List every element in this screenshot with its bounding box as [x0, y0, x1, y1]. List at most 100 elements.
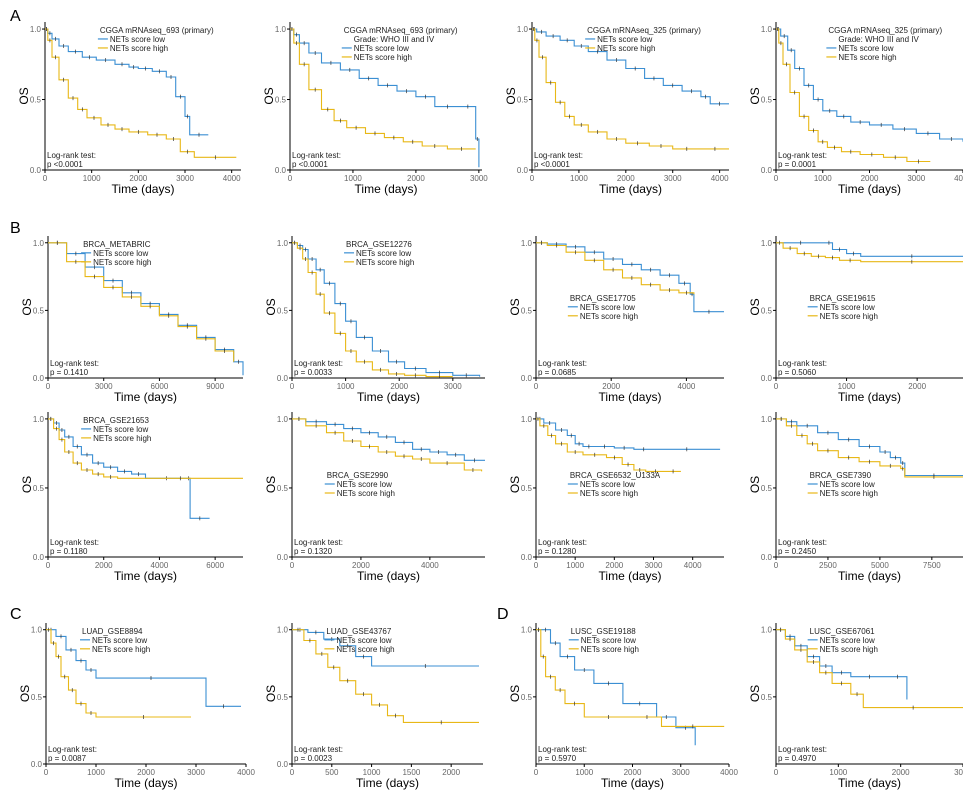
plot-7-x-tick-label: 2000 — [602, 382, 620, 391]
plot-1-pvalue-label: p <0.0001 — [47, 160, 83, 169]
plot-11-legend-label-high: NETs score high — [580, 489, 638, 498]
plot-13-logrank-label: Log-rank test: — [48, 745, 97, 754]
plot-6-y-tick-label: 0.0 — [277, 374, 289, 383]
plot-6-legend-label-low: NETs score low — [356, 249, 411, 258]
plot-11-x-axis-title: Time (days) — [599, 569, 662, 583]
plot-10-y-tick-label: 0.5 — [277, 484, 289, 493]
plot-13-legend-label-high: NETs score high — [92, 645, 150, 654]
plot-16-x-tick-label: 3000 — [954, 768, 963, 777]
plot-11-y-tick-label: 1.0 — [521, 415, 533, 424]
plot-6-pvalue-label: p = 0.0033 — [294, 368, 333, 377]
plot-7-y-axis-title: OS — [508, 298, 522, 315]
plot-6-x-tick-label: 0 — [290, 382, 295, 391]
plot-16-x-tick-label: 2000 — [892, 768, 910, 777]
plot-4-y-tick-label: 0.5 — [761, 96, 773, 105]
panel-label-a: A — [10, 8, 21, 25]
plot-15-y-tick-label: 0.5 — [521, 693, 533, 702]
plot-14-x-tick-label: 2000 — [442, 768, 460, 777]
plot-5-chart-title: BRCA_METABRIC — [83, 240, 151, 249]
plot-7-legend-label-low: NETs score low — [580, 303, 635, 312]
plot-13-x-tick-label: 4000 — [237, 768, 255, 777]
plot-14-chart-title: LUAD_GSE43767 — [326, 627, 391, 636]
plot-14-logrank-label: Log-rank test: — [294, 745, 343, 754]
plot-15-x-tick-label: 2000 — [624, 768, 642, 777]
plot-15-legend-label-low: NETs score low — [581, 636, 636, 645]
plot-13-x-tick-label: 2000 — [137, 768, 155, 777]
plot-11-y-axis-title: OS — [508, 476, 522, 493]
plot-10-y-tick-label: 1.0 — [277, 415, 289, 424]
plot-16-legend-label-low: NETs score low — [820, 636, 875, 645]
plot-9-x-tick-label: 6000 — [206, 561, 224, 570]
plot-3-series-high-line — [532, 28, 729, 150]
plot-14-x-tick-label: 500 — [325, 768, 339, 777]
plot-4-y-axis-title: OS — [748, 87, 762, 104]
plot-12-pvalue-label: p = 0.2450 — [778, 547, 817, 556]
plot-6-x-tick-label: 1000 — [337, 382, 355, 391]
plot-13-chart-title: LUAD_GSE8894 — [82, 627, 143, 636]
plot-10-x-axis-title: Time (days) — [357, 569, 420, 583]
plot-5-y-axis-title: OS — [20, 298, 34, 315]
plot-7-y-tick-label: 1.0 — [521, 239, 533, 248]
plot-15-series-high-line — [536, 629, 725, 727]
plot-14-series-low-line — [292, 629, 479, 667]
plot-3-chart-title: CGGA mRNAseq_325 (primary) — [587, 26, 701, 35]
plot-6-x-tick-label: 2000 — [390, 382, 408, 391]
plot-6-logrank-label: Log-rank test: — [294, 359, 343, 368]
plot-6-series-low-line — [292, 242, 481, 377]
plot-10-pvalue-label: p = 0.1320 — [294, 547, 333, 556]
plot-9-chart-title: BRCA_GSE21653 — [83, 416, 149, 425]
plot-5-legend-label-high: NETs score high — [93, 258, 151, 267]
panel-label-b: B — [10, 220, 21, 237]
plot-11-y-tick-label: 0.5 — [521, 484, 533, 493]
plot-2-logrank-label: Log-rank test: — [292, 151, 341, 160]
plot-9-x-tick-label: 2000 — [95, 561, 113, 570]
plot-15-series-low-line — [536, 629, 696, 746]
plot-10-x-tick-label: 0 — [290, 561, 295, 570]
plot-7-x-axis-title: Time (days) — [599, 390, 662, 404]
plot-4-legend-label-low: NETs score low — [838, 44, 893, 53]
plot-1-y-tick-label: 0.0 — [30, 166, 42, 175]
plot-12-series-low-line — [776, 418, 963, 477]
plot-3-legend-label-high: NETs score high — [597, 44, 655, 53]
plot-16-y-tick-label: 0.5 — [761, 693, 773, 702]
plot-5-x-tick-label: 6000 — [151, 382, 169, 391]
plot-15-logrank-label: Log-rank test: — [538, 745, 587, 754]
plot-5-legend-label-low: NETs score low — [93, 249, 148, 258]
plot-11-logrank-label: Log-rank test: — [538, 538, 587, 547]
plot-13-y-axis-title: OS — [18, 685, 32, 702]
plot-16-x-tick-label: 0 — [774, 768, 779, 777]
plot-12-x-tick-label: 2500 — [819, 561, 837, 570]
plot-1-y-tick-label: 0.5 — [30, 96, 42, 105]
plot-7-pvalue-label: p = 0.0685 — [538, 368, 577, 377]
plot-5-logrank-label: Log-rank test: — [50, 359, 99, 368]
plot-8-logrank-label: Log-rank test: — [778, 359, 827, 368]
plot-2-x-tick-label: 0 — [288, 174, 293, 183]
plot-6-chart-title: BRCA_GSE12276 — [346, 240, 412, 249]
plot-9-y-tick-label: 0.0 — [33, 553, 45, 562]
plot-8-x-tick-label: 2000 — [908, 382, 926, 391]
plot-9-legend-label-high: NETs score high — [93, 434, 151, 443]
plot-9-x-tick-label: 0 — [46, 561, 51, 570]
plot-12-y-tick-label: 0.5 — [761, 484, 773, 493]
plot-9-pvalue-label: p = 0.1180 — [50, 547, 88, 556]
plot-2-y-tick-label: 1.0 — [275, 25, 287, 34]
plot-15-pvalue-label: p = 0.5970 — [538, 754, 577, 763]
plot-15-y-axis-title: OS — [508, 685, 522, 702]
plot-4-y-tick-label: 1.0 — [761, 25, 773, 34]
plot-1-y-axis-title: OS — [17, 87, 31, 104]
plot-10-chart-title: BRCA_GSE2990 — [327, 471, 389, 480]
plot-7-logrank-label: Log-rank test: — [538, 359, 587, 368]
plot-2-y-tick-label: 0.0 — [275, 166, 287, 175]
plot-13-x-tick-label: 1000 — [87, 768, 105, 777]
plot-13-legend-label-low: NETs score low — [92, 636, 147, 645]
plot-8-y-tick-label: 0.5 — [761, 306, 773, 315]
plot-1-x-axis-title: Time (days) — [112, 182, 175, 196]
plot-12-legend-label-high: NETs score high — [820, 489, 878, 498]
plot-1-chart-title: CGGA mRNAseq_693 (primary) — [100, 26, 214, 35]
plot-2-y-tick-label: 0.5 — [275, 96, 287, 105]
plot-2-y-axis-title: OS — [262, 87, 276, 104]
plot-12-y-tick-label: 1.0 — [761, 415, 773, 424]
plot-14-legend-label-low: NETs score low — [336, 636, 391, 645]
plot-10-y-axis-title: OS — [264, 476, 278, 493]
plot-16-y-tick-label: 1.0 — [761, 626, 773, 635]
